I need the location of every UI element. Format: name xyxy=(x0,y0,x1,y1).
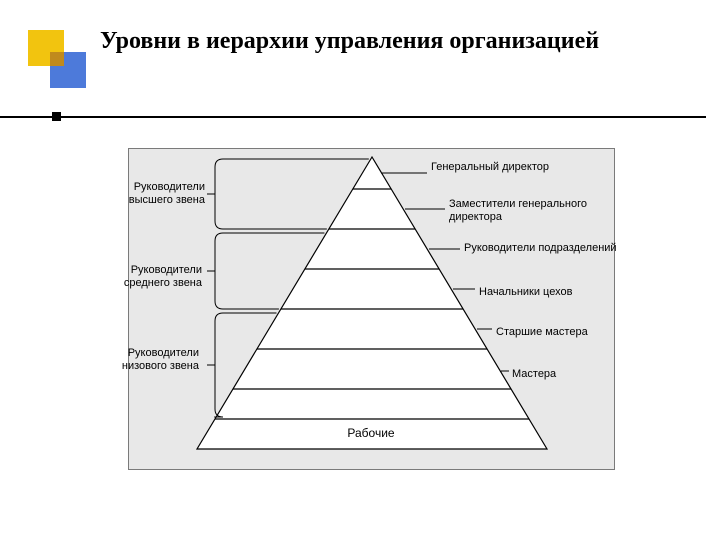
group-label-1: Руководители среднего звена xyxy=(112,264,202,289)
level-label-1: Заместители генерального директора xyxy=(449,198,619,223)
level-label-5: Мастера xyxy=(512,368,632,381)
level-label-2: Руководители подразделений xyxy=(464,242,624,255)
base-label: Рабочие xyxy=(221,427,521,441)
decorative-squares xyxy=(28,30,88,90)
square-overlap xyxy=(50,52,64,66)
level-label-4: Старшие мастера xyxy=(496,326,626,339)
slide: Уровни в иерархии управления организацие… xyxy=(0,0,720,540)
level-label-3: Начальники цехов xyxy=(479,286,619,299)
slide-title: Уровни в иерархии управления организацие… xyxy=(100,26,680,56)
pyramid-diagram: Генеральный директор Заместители генерал… xyxy=(128,148,615,470)
divider-bullet xyxy=(52,112,61,121)
level-label-0: Генеральный директор xyxy=(431,161,591,174)
divider-line xyxy=(0,116,706,118)
group-label-0: Руководители высшего звена xyxy=(115,181,205,206)
group-label-2: Руководители низового звена xyxy=(109,347,199,372)
